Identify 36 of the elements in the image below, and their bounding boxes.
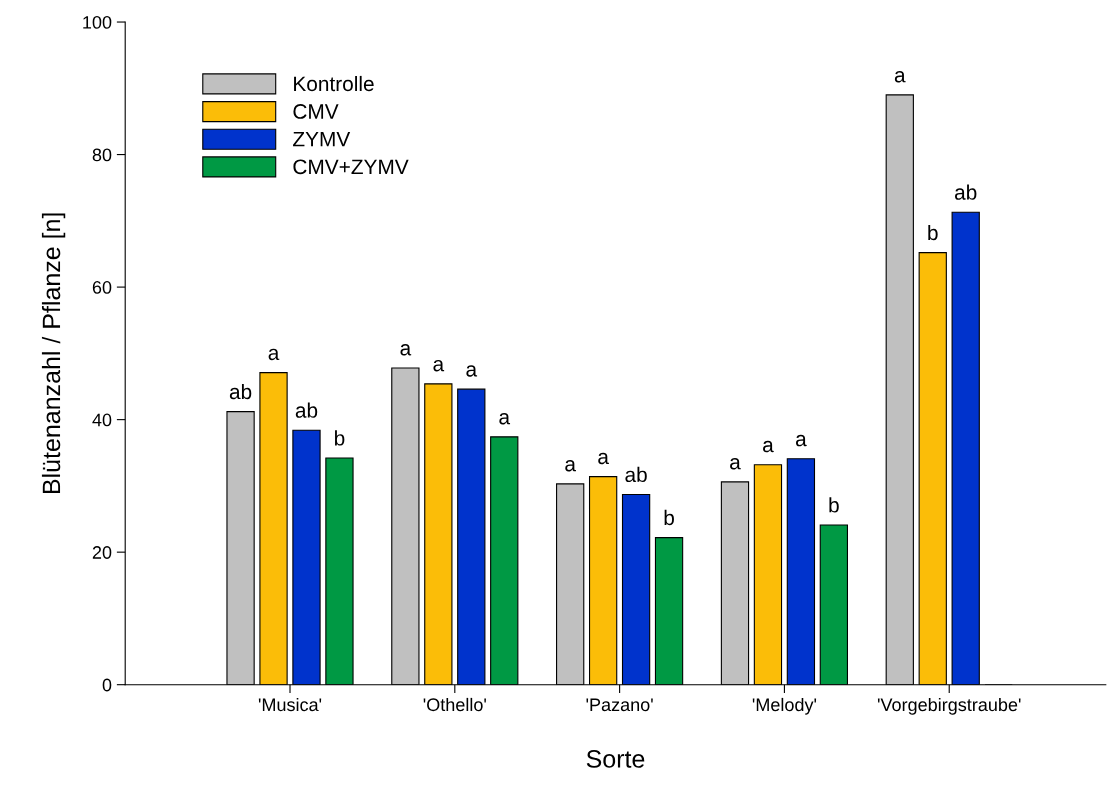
y-tick-label: 80	[92, 148, 112, 162]
data-label: b	[664, 509, 674, 526]
y-tick-label: 100	[83, 15, 112, 29]
data-label: ab	[229, 383, 252, 400]
data-label: b	[829, 497, 839, 513]
legend-label: Kontrolle	[294, 75, 374, 92]
data-label: a	[894, 71, 906, 83]
data-label: ab	[625, 466, 647, 483]
data-label: a	[433, 359, 445, 372]
x-tick-label: 'Musica'	[258, 697, 322, 712]
y-tick-label: 60	[92, 281, 112, 294]
data-label: a	[598, 452, 609, 465]
y-tick-label: 0	[102, 678, 112, 692]
x-tick-label: 'Pazano'	[586, 698, 653, 712]
data-label: a	[763, 440, 774, 453]
data-label: a	[565, 460, 576, 472]
x-tick-label: 'Melody'	[752, 697, 817, 715]
data-label: a	[400, 344, 412, 356]
legend-label: ZYMV	[293, 131, 351, 147]
data-label: a	[795, 434, 807, 447]
data-label: a	[730, 458, 741, 470]
data-label: a	[268, 348, 280, 361]
y-axis-title: Blütenanzahl / Pflanze [n]	[41, 213, 66, 494]
y-tick-label: 40	[92, 413, 112, 427]
x-tick-label: 'Vorgebirgstraube'	[877, 697, 1021, 715]
data-label: a	[499, 412, 511, 425]
x-axis-title: Sorte	[586, 750, 645, 768]
data-label: ab	[295, 402, 318, 418]
data-label: b	[335, 430, 345, 446]
data-label: ab	[955, 184, 977, 200]
y-tick-label: 20	[92, 546, 112, 559]
data-label: a	[466, 365, 478, 377]
legend-label: CMV	[293, 104, 339, 119]
legend-label: CMV+ZYMV	[293, 159, 409, 175]
x-tick-label: 'Othello'	[423, 697, 486, 712]
data-label: b	[928, 224, 938, 241]
